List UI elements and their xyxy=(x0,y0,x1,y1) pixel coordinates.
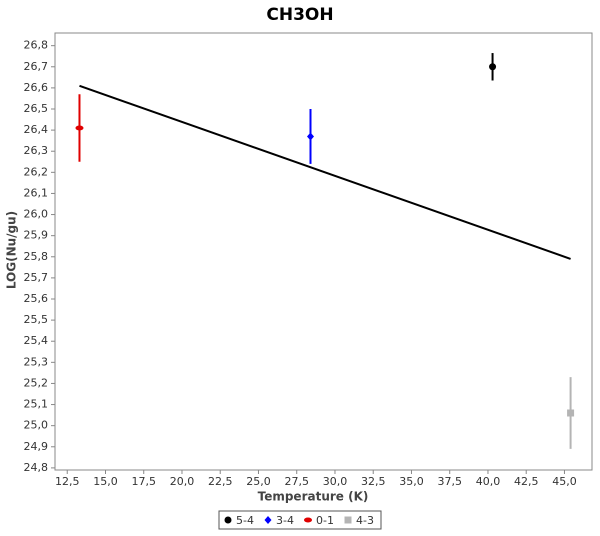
y-tick-label: 25,1 xyxy=(24,398,49,411)
x-tick-label: 15,0 xyxy=(93,475,118,488)
x-tick-label: 42,5 xyxy=(514,475,539,488)
legend-marker xyxy=(224,516,232,524)
legend-marker xyxy=(264,516,272,524)
y-tick-label: 25,4 xyxy=(24,334,49,347)
fit-line xyxy=(79,84,571,260)
x-tick-label: 20,0 xyxy=(170,475,195,488)
data-point xyxy=(489,63,497,71)
legend-label: 3-4 xyxy=(276,514,294,527)
legend-label: 5-4 xyxy=(236,514,254,527)
x-tick-label: 22,5 xyxy=(208,475,233,488)
y-tick-label: 25,2 xyxy=(24,376,49,389)
y-tick-label: 26,0 xyxy=(24,208,49,221)
legend-marker xyxy=(304,517,312,523)
chart-title: CH3OH xyxy=(266,5,333,25)
y-tick-label: 26,1 xyxy=(24,186,49,199)
y-tick-label: 26,8 xyxy=(24,39,49,52)
data-point xyxy=(567,409,575,417)
x-tick-label: 12,5 xyxy=(55,475,80,488)
legend-box xyxy=(218,510,382,530)
y-tick-label: 26,3 xyxy=(24,144,49,157)
y-tick-label: 25,3 xyxy=(24,355,49,368)
y-tick-label: 26,4 xyxy=(24,123,49,136)
x-tick-label: 40,0 xyxy=(476,475,501,488)
y-tick-label: 25,5 xyxy=(24,313,49,326)
legend-label: 4-3 xyxy=(356,514,374,527)
y-axis-label: LOG(Nu/gu) xyxy=(5,211,19,289)
x-tick-label: 45,0 xyxy=(552,475,577,488)
plot-frame xyxy=(54,32,593,471)
y-tick-label: 25,8 xyxy=(24,250,49,263)
x-tick-label: 30,0 xyxy=(323,475,348,488)
y-tick-label: 24,8 xyxy=(24,461,49,474)
y-tick-label: 25,0 xyxy=(24,419,49,432)
legend-label: 0-1 xyxy=(316,514,334,527)
y-tick-label: 26,7 xyxy=(24,60,49,73)
legend-marker xyxy=(344,516,352,524)
y-tick-label: 25,9 xyxy=(24,229,49,242)
x-tick-label: 17,5 xyxy=(131,475,156,488)
x-tick-label: 35,0 xyxy=(399,475,424,488)
x-tick-label: 32,5 xyxy=(361,475,386,488)
y-tick-label: 26,6 xyxy=(24,81,49,94)
data-point xyxy=(75,125,84,131)
y-tick-label: 25,7 xyxy=(24,271,49,284)
y-tick-label: 26,2 xyxy=(24,165,49,178)
x-tick-label: 25,0 xyxy=(246,475,271,488)
y-tick-label: 25,6 xyxy=(24,292,49,305)
y-tick-label: 24,9 xyxy=(24,440,49,453)
x-axis-label: Temperature (K) xyxy=(258,490,369,504)
x-tick-label: 27,5 xyxy=(284,475,309,488)
y-tick-label: 26,5 xyxy=(24,102,49,115)
data-point xyxy=(306,132,314,141)
x-tick-label: 37,5 xyxy=(437,475,462,488)
